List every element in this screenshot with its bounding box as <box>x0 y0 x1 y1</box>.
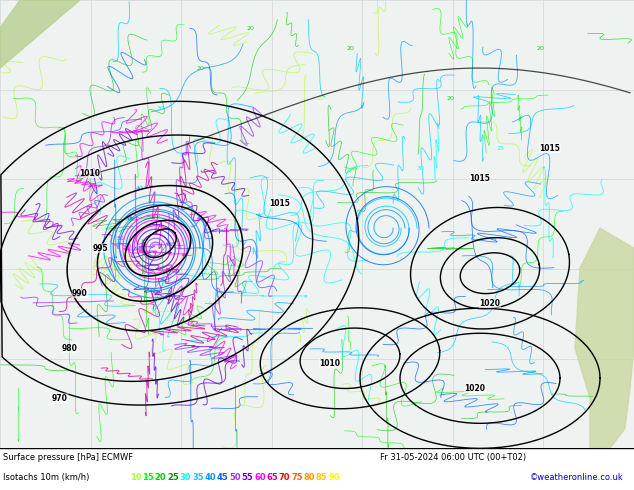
Text: 20: 20 <box>446 96 454 100</box>
Text: 995: 995 <box>92 244 108 253</box>
Text: 45: 45 <box>217 473 228 482</box>
Text: 10: 10 <box>130 473 141 482</box>
Text: 50: 50 <box>230 473 241 482</box>
Text: 80: 80 <box>304 473 315 482</box>
Text: Isotachs 10m (km/h): Isotachs 10m (km/h) <box>3 473 89 482</box>
Text: 35: 35 <box>192 473 204 482</box>
Text: 40: 40 <box>204 473 216 482</box>
Text: Fr 31-05-2024 06:00 UTC (00+T02): Fr 31-05-2024 06:00 UTC (00+T02) <box>380 453 526 462</box>
Text: 85: 85 <box>316 473 328 482</box>
Text: 65: 65 <box>266 473 278 482</box>
Text: 1020: 1020 <box>479 299 500 308</box>
Text: 45: 45 <box>126 216 134 220</box>
Text: 20: 20 <box>536 46 544 50</box>
Text: 1015: 1015 <box>540 144 560 152</box>
Text: 20: 20 <box>196 66 204 71</box>
Text: 20: 20 <box>155 473 166 482</box>
Text: 15: 15 <box>143 473 154 482</box>
Text: 25: 25 <box>167 473 179 482</box>
Text: 20: 20 <box>346 46 354 50</box>
Text: 25: 25 <box>496 146 504 150</box>
Polygon shape <box>0 0 80 68</box>
Text: 1015: 1015 <box>470 173 491 183</box>
Text: 30: 30 <box>416 166 424 171</box>
Text: 1020: 1020 <box>465 384 486 393</box>
Polygon shape <box>575 228 634 448</box>
Text: 60: 60 <box>254 473 266 482</box>
Text: 40: 40 <box>136 186 144 191</box>
Text: 90: 90 <box>328 473 340 482</box>
Text: 70: 70 <box>279 473 290 482</box>
Text: 1010: 1010 <box>79 169 101 178</box>
Text: ©weatheronline.co.uk: ©weatheronline.co.uk <box>530 473 624 482</box>
Text: 30: 30 <box>156 105 164 111</box>
Text: 970: 970 <box>52 394 68 403</box>
Text: 55: 55 <box>242 473 254 482</box>
Text: 10: 10 <box>316 96 324 100</box>
Text: 50: 50 <box>116 236 124 241</box>
Text: 990: 990 <box>72 289 88 298</box>
Text: 75: 75 <box>291 473 303 482</box>
Text: 980: 980 <box>62 344 78 353</box>
Text: 1010: 1010 <box>320 359 340 368</box>
Text: 1015: 1015 <box>269 198 290 208</box>
Text: 30: 30 <box>179 473 191 482</box>
Text: Surface pressure [hPa] ECMWF: Surface pressure [hPa] ECMWF <box>3 453 133 462</box>
Text: 20: 20 <box>246 25 254 30</box>
